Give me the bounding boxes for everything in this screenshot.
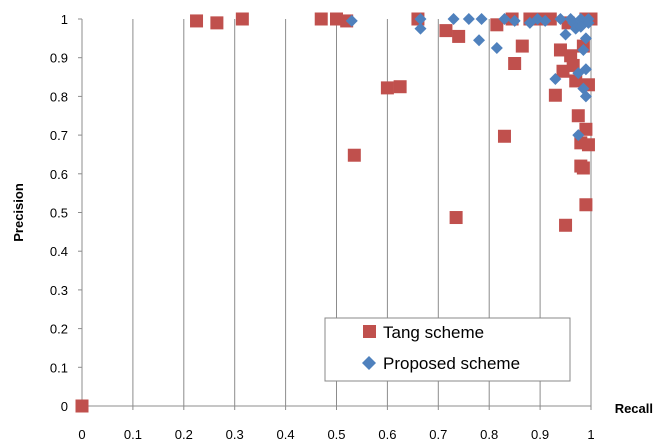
legend-marker-square: [363, 325, 376, 338]
data-point-diamond: [579, 90, 592, 103]
y-tick-label: 0.5: [50, 206, 68, 221]
data-point-diamond: [582, 16, 595, 29]
data-point-diamond: [577, 43, 590, 56]
data-points: [75, 12, 598, 413]
x-tick-label: 0.2: [175, 427, 193, 441]
y-tick-label: 1: [61, 12, 68, 27]
y-tick-label: 0.7: [50, 128, 68, 143]
data-point-square: [330, 12, 343, 26]
data-point-square: [314, 12, 328, 26]
data-point-diamond: [473, 34, 486, 47]
y-tick-label: 0.3: [50, 283, 68, 298]
data-point-diamond: [572, 129, 585, 142]
data-point-square: [210, 16, 224, 30]
data-point-square: [347, 148, 361, 162]
data-point-diamond: [579, 32, 592, 45]
x-tick-label: 1: [587, 427, 594, 441]
x-tick-label: 0.4: [277, 427, 295, 441]
data-point-diamond: [447, 13, 460, 25]
y-tick-label: 0.4: [50, 244, 68, 259]
legend-label-tang: Tang scheme: [383, 323, 484, 342]
y-tick-label: 0.2: [50, 322, 68, 337]
x-tick-label: 0.7: [429, 427, 447, 441]
data-point-diamond: [539, 14, 552, 27]
data-point-square: [579, 198, 593, 212]
data-point-square: [508, 57, 522, 71]
data-point-square: [579, 122, 593, 136]
data-point-square: [439, 24, 453, 38]
legend-marker-diamond: [362, 356, 376, 370]
data-point-square: [515, 39, 529, 53]
series-proposed: [345, 13, 595, 142]
data-point-square: [393, 80, 407, 94]
data-point-diamond: [508, 14, 521, 27]
data-point-diamond: [559, 28, 572, 41]
data-point-square: [566, 58, 580, 72]
data-point-square: [190, 14, 204, 28]
y-tick-label: 0.9: [50, 51, 68, 66]
data-point-square: [556, 64, 570, 78]
x-tick-label: 0.1: [124, 427, 142, 441]
data-point-diamond: [549, 72, 562, 85]
data-point-square: [235, 12, 249, 26]
y-tick-label: 0: [61, 399, 68, 414]
data-point-square: [449, 211, 463, 225]
x-tick-label: 0.6: [378, 427, 396, 441]
data-point-square: [553, 43, 567, 57]
legend-label-proposed: Proposed scheme: [383, 354, 520, 373]
x-tick-label: 0: [78, 427, 85, 441]
legend-item-proposed: Proposed scheme: [362, 354, 520, 373]
data-point-diamond: [554, 13, 567, 25]
legend: Tang scheme Proposed scheme: [324, 317, 571, 382]
data-point-square: [548, 88, 562, 102]
x-tick-label: 0.3: [226, 427, 244, 441]
data-point-square: [452, 29, 466, 43]
data-point-diamond: [345, 14, 358, 27]
x-axis-title: Recall: [615, 401, 653, 416]
data-point-diamond: [414, 13, 427, 25]
data-point-diamond: [579, 63, 592, 76]
data-point-square: [490, 18, 504, 32]
data-point-diamond: [490, 42, 503, 55]
data-point-square: [75, 399, 89, 413]
data-point-diamond: [462, 13, 475, 25]
tick-labels: 0 0.1 0.2 0.3 0.4 0.5 0.6 0.7 0.8 0.9 1 0 0.1 0.2 0.3 0…: [50, 12, 595, 441]
data-point-diamond: [498, 13, 511, 25]
data-point-square: [581, 138, 595, 152]
y-tick-label: 0.6: [50, 167, 68, 182]
data-point-square: [559, 218, 573, 232]
data-point-diamond: [475, 13, 488, 25]
legend-item-tang: Tang scheme: [363, 323, 484, 342]
x-tick-label: 0.9: [531, 427, 549, 441]
data-point-square: [571, 109, 585, 123]
data-point-square: [497, 129, 511, 143]
y-tick-label: 0.8: [50, 89, 68, 104]
data-point-square: [380, 81, 394, 95]
data-point-diamond: [414, 22, 427, 35]
x-tick-label: 0.8: [480, 427, 498, 441]
x-tick-label: 0.5: [327, 427, 345, 441]
data-point-square: [576, 161, 590, 175]
y-axis-title: Precision: [11, 183, 26, 242]
y-tick-label: 0.1: [50, 360, 68, 375]
